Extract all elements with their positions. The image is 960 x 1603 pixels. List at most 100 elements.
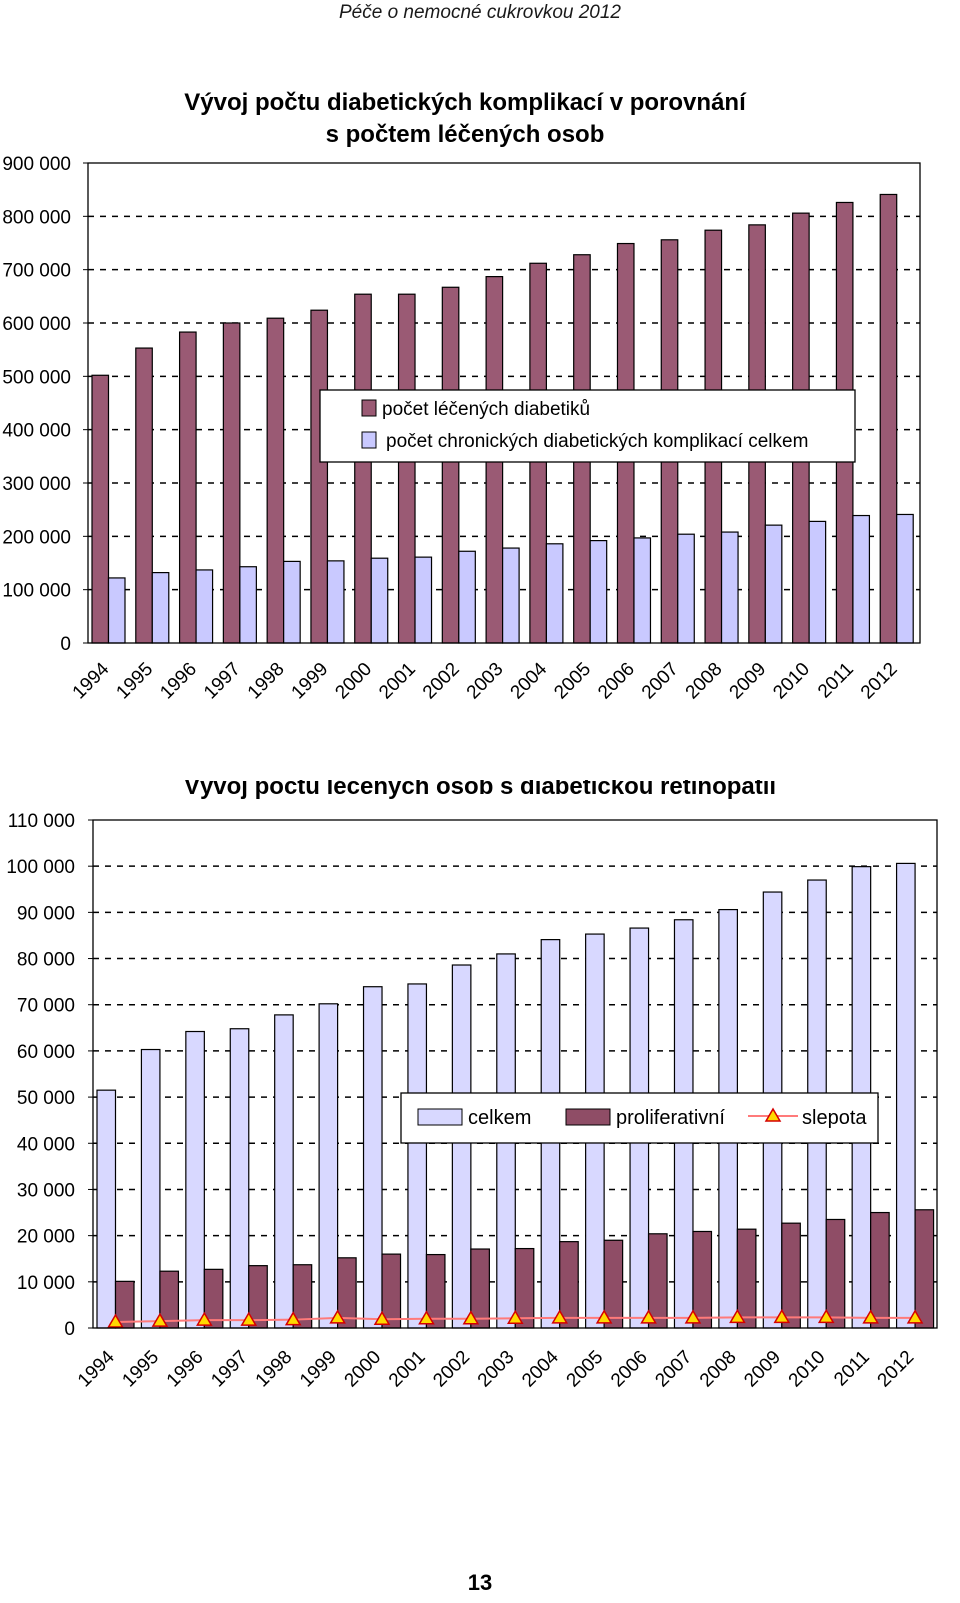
- bar-celkem: [96, 1089, 117, 1329]
- page-header: Péče o nemocné cukrovkou 2012: [338, 2, 621, 23]
- x-tick-label: 2011: [814, 659, 858, 703]
- marker-slepota: [506, 1309, 524, 1325]
- legend-swatch: [361, 431, 377, 449]
- bar-treated: [222, 322, 241, 644]
- legend-label: celkem: [468, 1107, 531, 1129]
- bar-complications: [502, 547, 520, 644]
- bar-celkem: [318, 1003, 339, 1329]
- y-tick-label: 10 000: [17, 1273, 75, 1294]
- marker-slepota: [462, 1310, 480, 1325]
- x-tick-label: 1997: [207, 1347, 252, 1392]
- bar-treated: [354, 293, 372, 644]
- y-tick-label: 80 000: [17, 950, 75, 971]
- bar-treated: [441, 286, 460, 644]
- bar-celkem: [274, 1014, 294, 1329]
- bar-proliferative: [736, 1228, 757, 1329]
- marker-slepota: [773, 1308, 791, 1324]
- bar-complications: [808, 520, 827, 644]
- chart-complications-vs-treated: Vývoj počtu diabetických komplikací v po…: [2, 89, 921, 704]
- x-tick-label: 2012: [857, 659, 902, 704]
- x-tick-label: 1999: [296, 1347, 341, 1392]
- x-tick-label: 2008: [682, 659, 727, 704]
- bar-treated: [879, 193, 898, 644]
- bar-complications: [283, 560, 301, 644]
- plot-frame: [87, 162, 921, 644]
- bar-complications: [545, 543, 564, 644]
- marker-slepota: [729, 1308, 746, 1324]
- bar-proliferative: [647, 1233, 668, 1329]
- x-tick-label: 2003: [474, 1347, 519, 1392]
- bar-proliferative: [692, 1230, 713, 1329]
- x-tick-label: 2004: [518, 1346, 563, 1391]
- y-tick-label: 60 000: [17, 1042, 75, 1063]
- marker-slepota: [817, 1308, 835, 1324]
- y-tick-label: 110 000: [8, 811, 75, 832]
- bar-complications: [414, 556, 433, 644]
- x-tick-label: 2009: [726, 659, 771, 704]
- bar-treated: [397, 293, 416, 644]
- legend-label: slepota: [802, 1107, 867, 1129]
- bar-treated: [310, 309, 329, 644]
- bar-treated: [135, 347, 153, 644]
- x-tick-label: 1997: [200, 659, 245, 704]
- marker-slepota: [329, 1309, 346, 1324]
- x-tick-label: 1994: [69, 658, 114, 703]
- bar-proliferative: [825, 1218, 846, 1329]
- y-tick-label: 0: [64, 1319, 75, 1340]
- y-tick-label: 500 000: [2, 367, 71, 388]
- x-tick-label: 2001: [385, 1347, 430, 1392]
- bar-proliferative: [870, 1211, 890, 1329]
- legend: celkem proliferativní slepota: [400, 1092, 879, 1144]
- bar-complications: [326, 560, 345, 644]
- y-tick-label: 70 000: [17, 996, 75, 1017]
- marker-slepota: [862, 1309, 879, 1324]
- y-tick-label: 20 000: [17, 1227, 75, 1248]
- marker-slepota: [107, 1313, 124, 1328]
- x-tick-label: 2000: [331, 659, 376, 704]
- x-tick-label: 1996: [163, 1347, 208, 1392]
- x-tick-label: 2008: [696, 1347, 741, 1392]
- x-tick-label: 2012: [874, 1347, 919, 1392]
- bar-complications: [677, 533, 695, 644]
- y-tick-label: 50 000: [17, 1088, 75, 1109]
- marker-slepota: [373, 1310, 391, 1325]
- bar-treated: [266, 317, 285, 644]
- y-tick-label: 400 000: [2, 421, 71, 442]
- y-tick-label: 30 000: [17, 1180, 75, 1201]
- y-tick-label: 700 000: [2, 261, 71, 282]
- x-tick-label: 2006: [607, 1347, 652, 1392]
- bar-celkem: [185, 1030, 205, 1329]
- x-tick-label: 1998: [252, 1347, 297, 1392]
- bar-celkem: [895, 862, 916, 1329]
- x-tick-label: 1995: [118, 1347, 163, 1392]
- bar-treated: [178, 331, 197, 644]
- y-tick-label: 0: [60, 634, 71, 655]
- y-tick-label: 600 000: [2, 314, 71, 335]
- legend-swatch-proliferative: [565, 1108, 611, 1126]
- y-tick-label: 90 000: [17, 903, 75, 924]
- bar-complications: [151, 572, 170, 644]
- x-tick-label: 2010: [769, 659, 814, 704]
- x-tick-label: 2005: [550, 659, 595, 704]
- marker-slepota: [284, 1311, 302, 1326]
- x-tick-label: 2006: [594, 659, 639, 704]
- bar-celkem: [229, 1028, 250, 1329]
- bar-complications: [720, 531, 739, 644]
- bar-treated: [91, 374, 110, 644]
- bar-celkem: [407, 983, 428, 1329]
- legend-swatch: [361, 399, 377, 417]
- x-tick-label: 2003: [463, 659, 508, 704]
- bar-complications: [458, 550, 476, 644]
- chart-retinopathy: Vývoj počtu léčených osob s diabetickou …: [6, 780, 938, 1392]
- x-tick-label: 1996: [156, 659, 201, 704]
- legend-swatch-celkem: [417, 1108, 463, 1126]
- marker-slepota: [551, 1309, 569, 1324]
- marker-slepota: [418, 1310, 435, 1325]
- marker-slepota: [640, 1309, 657, 1324]
- x-tick-label: 2010: [785, 1347, 830, 1392]
- x-tick-label: 2002: [419, 659, 464, 704]
- legend-label: počet léčených diabetiků: [382, 399, 590, 420]
- x-tick-label: 2001: [375, 659, 420, 704]
- bar-complications: [239, 566, 257, 644]
- chart-title-line: s počtem léčených osob: [326, 121, 605, 148]
